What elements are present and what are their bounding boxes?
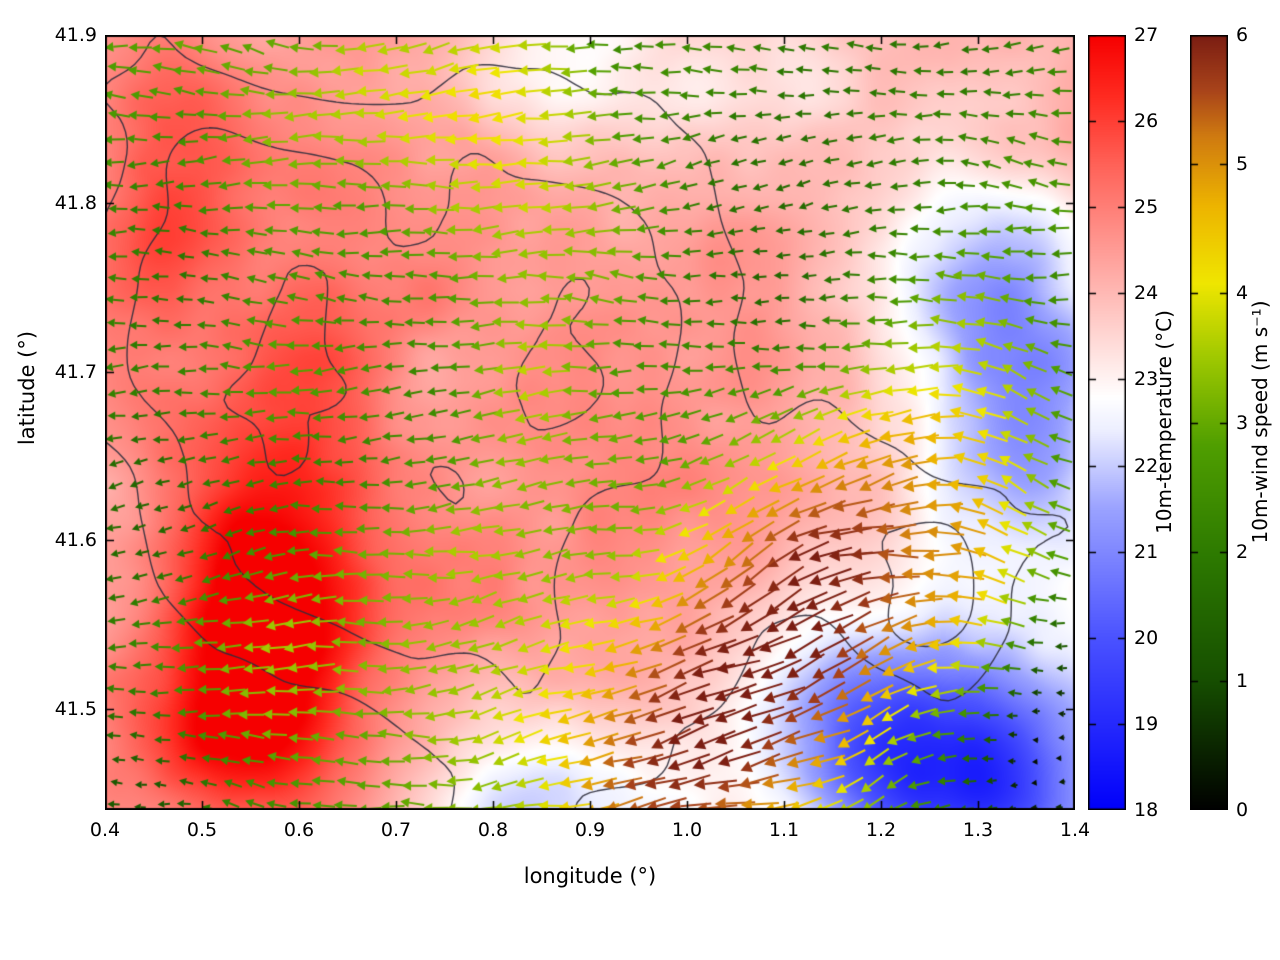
x-tick-label-1: 0.5 [186, 819, 218, 841]
y-tick-label-4: 41.9 [54, 24, 97, 46]
temperature-cb-tick-label-0: 18 [1134, 799, 1159, 821]
wind-cb-tick-label-5: 5 [1236, 153, 1249, 176]
x-tick-label-8: 1.2 [865, 819, 897, 841]
wind-cb-tick-label-1: 1 [1236, 669, 1249, 692]
temperature-cb-tick-label-8: 26 [1134, 110, 1159, 133]
temperature-cb-tick-label-5: 23 [1134, 368, 1159, 391]
x-tick-label-10: 1.4 [1059, 819, 1091, 841]
x-tick-label-7: 1.1 [768, 819, 800, 841]
y-tick-label-1: 41.6 [54, 529, 97, 552]
y-tick-label-3: 41.8 [54, 192, 97, 215]
x-axis-label: longitude (°) [523, 864, 657, 888]
wind-cb-tick-label-4: 4 [1236, 282, 1249, 305]
temperature-cb-tick-label-9: 27 [1134, 24, 1159, 46]
wind-speed-colorbar [1190, 35, 1228, 810]
temperature-colorbar-label: 10m-temperature (°C) [1152, 310, 1176, 534]
x-tick-label-9: 1.3 [962, 819, 994, 841]
temperature-cb-tick-label-4: 22 [1134, 454, 1159, 477]
wind-colorbar-label: 10m-wind speed (m s⁻¹) [1248, 300, 1272, 544]
temperature-cb-tick-label-3: 21 [1134, 540, 1159, 563]
temperature-cb-tick-label-1: 19 [1134, 712, 1159, 735]
y-tick-label-2: 41.7 [54, 360, 97, 383]
temperature-colorbar [1088, 35, 1126, 810]
wind-cb-tick-label-6: 6 [1236, 24, 1249, 46]
x-tick-label-2: 0.6 [283, 819, 315, 841]
temperature-cb-tick-label-2: 20 [1134, 626, 1159, 649]
wind-cb-tick-label-2: 2 [1236, 540, 1249, 563]
x-tick-label-0: 0.4 [89, 819, 121, 841]
y-tick-label-0: 41.5 [54, 697, 97, 720]
wind-cb-tick-label-0: 0 [1236, 799, 1249, 821]
wind-cb-tick-label-3: 3 [1236, 411, 1249, 434]
temperature-wind-map-canvas [105, 35, 1075, 810]
x-tick-label-3: 0.7 [380, 819, 412, 841]
x-tick-label-4: 0.8 [477, 819, 509, 841]
temperature-cb-tick-label-7: 25 [1134, 196, 1159, 219]
temperature-cb-tick-label-6: 24 [1134, 282, 1159, 305]
y-axis-label: latitude (°) [15, 330, 39, 446]
x-tick-label-6: 1.0 [671, 819, 703, 841]
x-tick-label-5: 0.9 [574, 819, 606, 841]
